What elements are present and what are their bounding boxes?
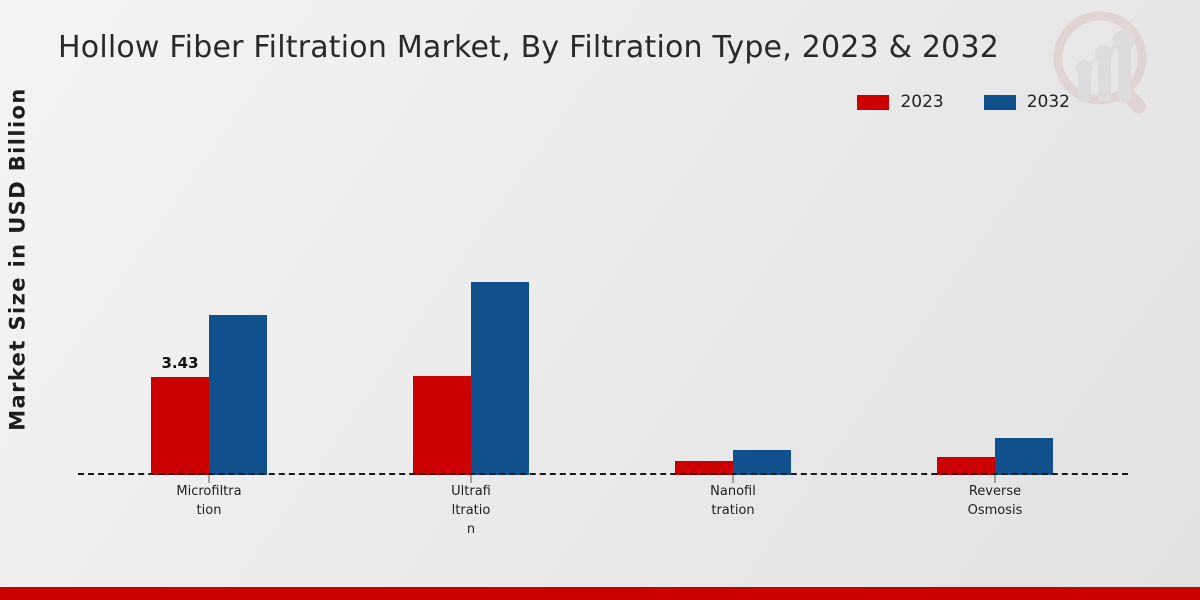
x-axis-baseline — [78, 473, 1128, 475]
category-label-nanofiltration: Nanofil tration — [710, 484, 756, 518]
legend-label-2032: 2032 — [1026, 92, 1070, 112]
legend-swatch-2032 — [983, 94, 1016, 110]
legend-item-2032[interactable]: 2032 — [983, 92, 1070, 112]
y-axis-title-text: Market Size in USD Billion — [6, 87, 31, 431]
footer-accent-bar — [0, 587, 1200, 600]
legend-swatch-2023 — [857, 94, 890, 110]
bar-group-reverse-osmosis: Reverse Osmosis — [864, 130, 1126, 518]
bar-reverse-osmosis-2023[interactable] — [937, 457, 995, 475]
bar-nanofiltration-2023[interactable] — [675, 461, 733, 475]
bar-microfiltration-2023[interactable]: 3.43 — [151, 354, 209, 475]
bar-group-microfiltration: 3.43 Microfiltra tion — [78, 130, 340, 518]
plot-area: 3.43 Microfiltra tion Ultrafi ltratio n — [78, 130, 1128, 537]
bar-microfiltration-2032[interactable] — [209, 315, 267, 475]
category-label-reverse-osmosis: Reverse Osmosis — [967, 484, 1023, 518]
axis-tick — [208, 475, 210, 483]
bar-nanofiltration-2032[interactable] — [733, 450, 791, 475]
chart-legend: 2023 2032 — [857, 92, 1070, 112]
axis-tick — [994, 475, 996, 483]
y-axis-title: Market Size in USD Billion — [0, 0, 38, 600]
bar-ultrafiltration-2023[interactable] — [413, 376, 471, 475]
legend-label-2023: 2023 — [900, 92, 944, 112]
bar-ultrafiltration-2032[interactable] — [471, 282, 529, 475]
category-label-microfiltration: Microfiltra tion — [176, 484, 242, 518]
bar-group-nanofiltration: Nanofil tration — [602, 130, 864, 518]
bar-value-label: 3.43 — [161, 354, 199, 372]
bar-reverse-osmosis-2032[interactable] — [995, 438, 1053, 475]
legend-item-2023[interactable]: 2023 — [857, 92, 944, 112]
bar-group-ultrafiltration: Ultrafi ltratio n — [340, 130, 602, 537]
axis-tick — [470, 475, 472, 483]
chart-title: Hollow Fiber Filtration Market, By Filtr… — [58, 30, 1000, 65]
category-label-ultrafiltration: Ultrafi ltratio n — [451, 484, 491, 537]
axis-tick — [732, 475, 734, 483]
